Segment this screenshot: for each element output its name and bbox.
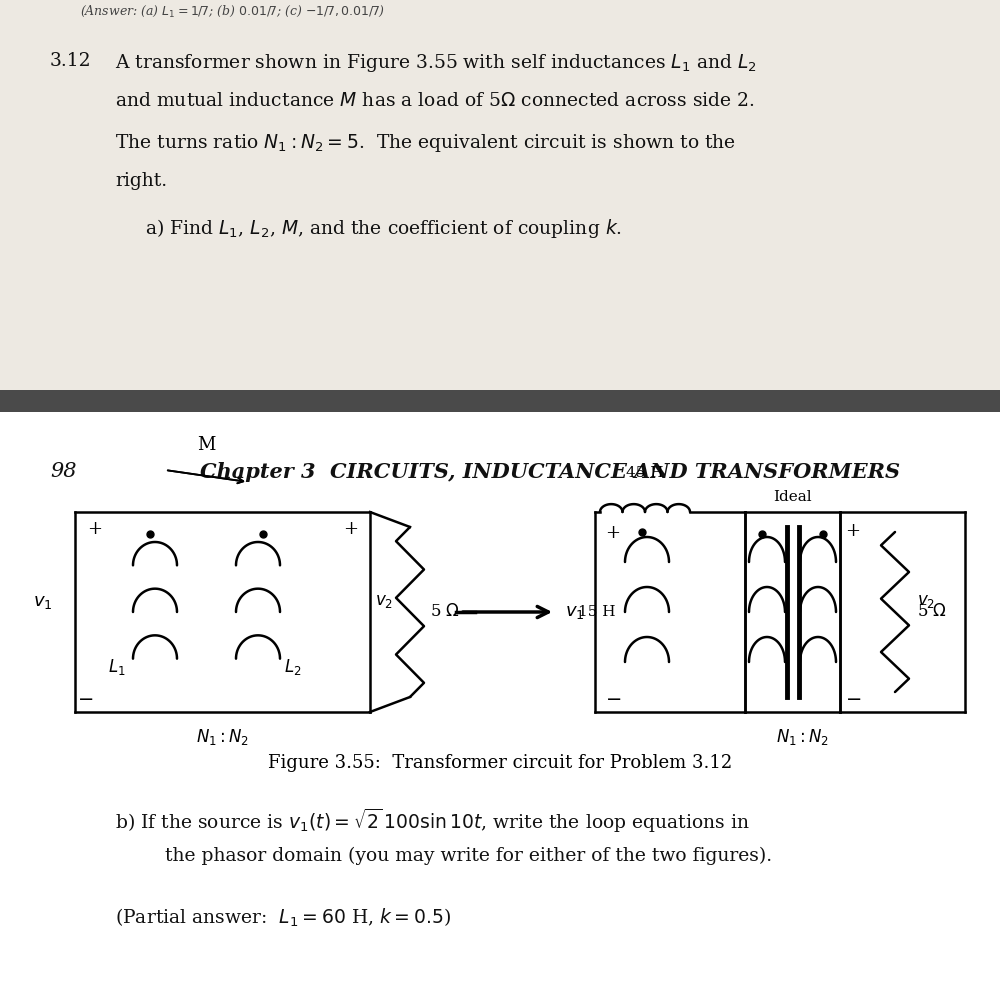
Bar — [0, 0, 1000, 390]
Text: right.: right. — [115, 172, 167, 190]
Text: 45 H: 45 H — [626, 466, 664, 480]
Text: $v_2$: $v_2$ — [917, 593, 935, 610]
Text: $L_2$: $L_2$ — [284, 657, 302, 677]
Text: 5 $\Omega$: 5 $\Omega$ — [917, 603, 947, 620]
Text: $v_1$: $v_1$ — [565, 603, 585, 621]
Text: (Answer: (a) $L_1=1/7$; (b) $0.01/7$; (c) $-1/7, 0.01/7$): (Answer: (a) $L_1=1/7$; (b) $0.01/7$; (c… — [80, 4, 385, 19]
Text: a) Find $L_1$, $L_2$, $M$, and the coefficient of coupling $k$.: a) Find $L_1$, $L_2$, $M$, and the coeff… — [145, 217, 622, 240]
Text: b) If the source is $v_1(t) = \sqrt{2}\, 100 \sin 10t$, write the loop equations: b) If the source is $v_1(t) = \sqrt{2}\,… — [115, 807, 750, 835]
Text: (Partial answer:  $L_1 = 60$ H, $k = 0.5$): (Partial answer: $L_1 = 60$ H, $k = 0.5$… — [115, 907, 451, 929]
Text: the phasor domain (you may write for either of the two figures).: the phasor domain (you may write for eit… — [165, 847, 772, 866]
Text: $L_1$: $L_1$ — [108, 657, 126, 677]
Text: $v_2$: $v_2$ — [375, 593, 393, 610]
Text: +: + — [845, 522, 860, 540]
Text: $N_1 : N_2$: $N_1 : N_2$ — [196, 727, 249, 747]
Bar — [0, 390, 1000, 412]
Bar — [0, 412, 1000, 1002]
Text: A transformer shown in Figure 3.55 with self inductances $L_1$ and $L_2$: A transformer shown in Figure 3.55 with … — [115, 52, 757, 74]
Text: 15 H: 15 H — [578, 605, 616, 619]
Text: $-$: $-$ — [77, 689, 93, 707]
Text: and mutual inductance $M$ has a load of 5$\Omega$ connected across side 2.: and mutual inductance $M$ has a load of … — [115, 92, 755, 110]
Text: +: + — [87, 520, 102, 538]
Text: 98: 98 — [50, 462, 76, 481]
Text: $-$: $-$ — [845, 689, 861, 707]
Text: The turns ratio $N_1 : N_2 = 5$.  The equivalent circuit is shown to the: The turns ratio $N_1 : N_2 = 5$. The equ… — [115, 132, 736, 154]
Text: $N_1 : N_2$: $N_1 : N_2$ — [776, 727, 829, 747]
Text: 5 $\Omega$: 5 $\Omega$ — [430, 603, 460, 620]
Text: +: + — [343, 520, 358, 538]
Text: Ideal: Ideal — [773, 490, 812, 504]
Text: 3.12: 3.12 — [50, 52, 92, 70]
Text: $-$: $-$ — [605, 689, 621, 707]
Text: $v_1$: $v_1$ — [33, 593, 53, 611]
Text: Chapter 3  CIRCUITS, INDUCTANCE AND TRANSFORMERS: Chapter 3 CIRCUITS, INDUCTANCE AND TRANS… — [200, 462, 900, 482]
Text: Figure 3.55:  Transformer circuit for Problem 3.12: Figure 3.55: Transformer circuit for Pro… — [268, 754, 732, 772]
Text: M: M — [197, 436, 216, 454]
Text: +: + — [605, 524, 620, 542]
